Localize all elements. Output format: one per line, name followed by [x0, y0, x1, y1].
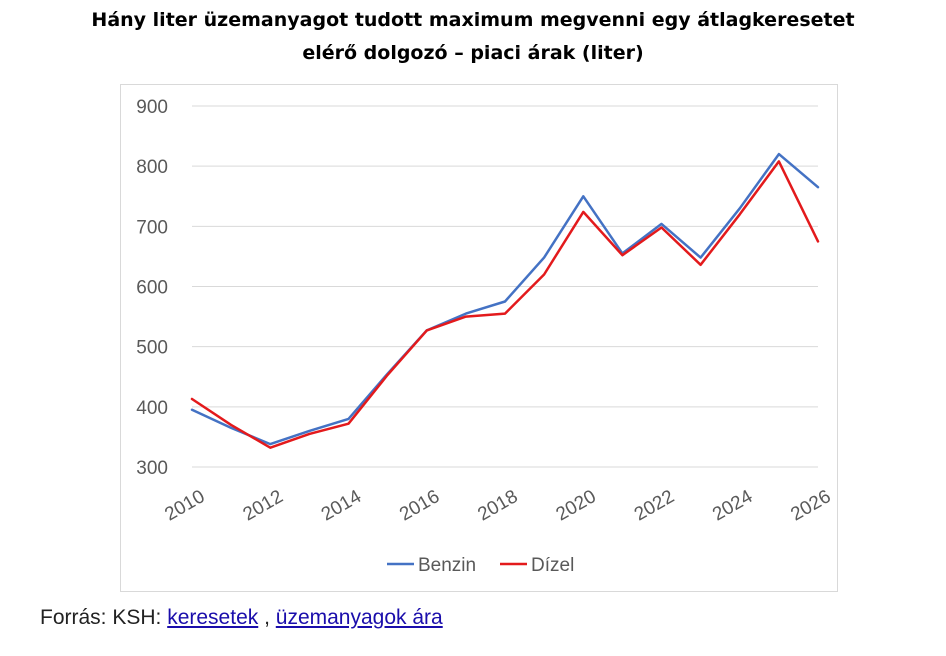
- y-axis-ticks: 300 400 500 600 700 800 900: [136, 97, 168, 479]
- x-tick-label: 2014: [318, 486, 365, 526]
- x-tick-label: 2020: [553, 486, 600, 525]
- source-link-uzemanyag[interactable]: üzemanyagok ára: [275, 606, 443, 629]
- x-axis-ticks: 2010 2012 2014 2016 2018 2020 2022 2024 2026: [161, 486, 834, 526]
- source-separator: ,: [264, 606, 270, 629]
- y-tick-label: 600: [136, 278, 168, 299]
- series-line-benzin: [190, 152, 820, 446]
- x-tick-label: 2024: [709, 486, 756, 526]
- x-tick-label: 2022: [631, 486, 678, 525]
- x-tick-label: 2016: [396, 486, 443, 525]
- chart-title-line-2: elérő dolgozó – piaci árak (liter): [302, 42, 644, 64]
- source-prefix: Forrás: KSH:: [40, 606, 162, 629]
- series-line-dizel: [190, 160, 820, 449]
- legend-label-benzin: Benzin: [418, 555, 476, 576]
- legend-label-dizel: Dízel: [531, 555, 574, 576]
- series-lines: [190, 152, 820, 449]
- y-tick-label: 400: [136, 398, 168, 419]
- source-note: Forrás: KSH: keresetek , üzemanyagok ára: [40, 606, 443, 630]
- chart-title-line-1: Hány liter üzemanyagot tudott maximum me…: [91, 9, 855, 31]
- gridlines: [192, 105, 818, 468]
- y-tick-label: 500: [136, 338, 168, 359]
- y-tick-label: 700: [136, 217, 168, 238]
- legend: Benzin Dízel: [387, 555, 574, 576]
- x-tick-label: 2012: [240, 486, 287, 525]
- chart-area: [120, 84, 838, 592]
- source-link-keresetek[interactable]: keresetek: [167, 606, 259, 629]
- y-tick-label: 900: [136, 97, 168, 118]
- y-tick-label: 300: [136, 458, 168, 479]
- x-tick-label: 2018: [474, 486, 521, 525]
- x-tick-label: 2010: [161, 486, 208, 525]
- chart-title: Hány liter üzemanyagot tudott maximum me…: [0, 4, 946, 70]
- x-tick-label: 2026: [787, 486, 834, 525]
- y-tick-label: 800: [136, 157, 168, 178]
